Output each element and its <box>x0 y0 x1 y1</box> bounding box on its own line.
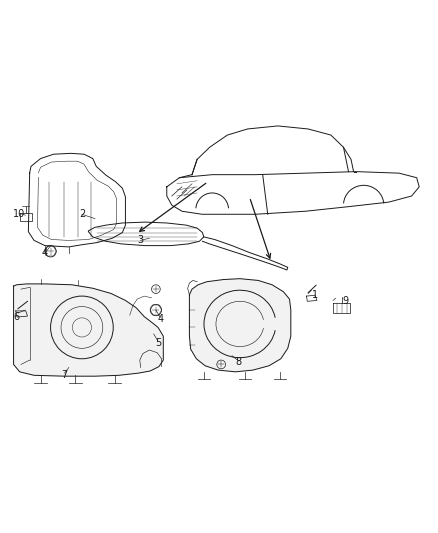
Text: 1: 1 <box>312 290 318 300</box>
Text: 8: 8 <box>236 357 242 367</box>
Text: 9: 9 <box>342 296 348 306</box>
Polygon shape <box>14 284 163 376</box>
Text: 6: 6 <box>14 312 20 321</box>
Text: 5: 5 <box>155 338 161 348</box>
Text: 10: 10 <box>13 209 25 219</box>
Polygon shape <box>189 279 291 372</box>
Text: 3: 3 <box>138 236 144 245</box>
Text: 2: 2 <box>79 209 85 219</box>
Text: 7: 7 <box>61 370 67 381</box>
Text: 4: 4 <box>157 314 163 324</box>
Text: 4: 4 <box>42 248 48 259</box>
